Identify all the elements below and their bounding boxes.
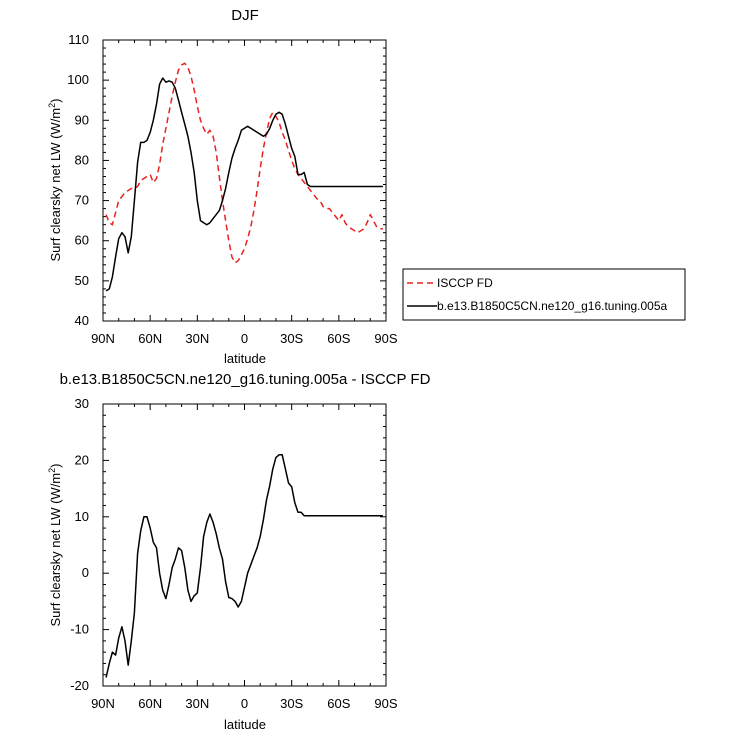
bottom-chart-y-tick-label: 10 (75, 509, 89, 524)
bottom-chart-y-tick-label: -20 (70, 678, 89, 693)
top-chart-y-tick-label: 40 (75, 313, 89, 328)
top-chart-y-tick-label: 80 (75, 152, 89, 167)
bottom-chart: b.e13.B1850C5CN.ne120_g16.tuning.005a - … (47, 371, 431, 732)
bottom-chart-x-tick-label: 30S (280, 696, 303, 711)
bottom-chart-y-axis-label: Surf clearsky net LW (W/m2) (47, 464, 63, 627)
top-chart-x-ticks: 90N 60N 30N 0 30S 60S 90S (91, 40, 398, 346)
top-chart-x-tick-label: 30N (185, 331, 209, 346)
top-chart-series-line-0 (105, 62, 383, 264)
bottom-chart-y-tick-label: 0 (82, 565, 89, 580)
top-chart-x-tick-label: 90S (374, 331, 397, 346)
bottom-chart-series (105, 454, 383, 678)
bottom-chart-x-tick-label: 60N (138, 696, 162, 711)
bottom-chart-y-tick-label: 20 (75, 452, 89, 467)
legend-box (402, 268, 686, 321)
bottom-chart-x-tick-label: 90N (91, 696, 115, 711)
top-chart-y-tick-label: 50 (75, 273, 89, 288)
bottom-chart-title: b.e13.B1850C5CN.ne120_g16.tuning.005a - … (60, 371, 431, 388)
bottom-chart-y-tick-label: 30 (75, 396, 89, 411)
top-chart-series (105, 62, 383, 292)
top-chart-x-axis-label: latitude (224, 351, 266, 366)
top-chart-frame (102, 39, 387, 322)
bottom-chart-x-tick-label: 0 (241, 696, 248, 711)
top-chart-y-tick-label: 60 (75, 233, 89, 248)
top-chart-y-tick-label: 100 (67, 72, 89, 87)
top-chart-x-tick-label: 90N (91, 331, 115, 346)
legend-label-model: b.e13.B1850C5CN.ne120_g16.tuning.005a (437, 299, 668, 313)
bottom-chart-y-axis-label-sup: 2 (47, 468, 57, 473)
bottom-chart-frame (102, 403, 387, 687)
top-chart-x-tick-label: 60S (327, 331, 350, 346)
top-chart-y-axis-label-sup: 2 (47, 103, 57, 108)
bottom-chart-x-tick-label: 90S (374, 696, 397, 711)
top-chart-y-ticks: 40 50 60 70 80 90 100 110 (67, 32, 386, 328)
top-chart-y-axis-label: Surf clearsky net LW (W/m2) (47, 99, 63, 262)
top-chart-x-tick-label: 60N (138, 331, 162, 346)
bottom-chart-y-axis-label-end: ) (48, 464, 63, 468)
bottom-chart-y-axis-label-main: Surf clearsky net LW (W/m (48, 473, 63, 627)
top-chart-series-line-1 (105, 77, 383, 292)
top-chart-y-tick-label: 110 (68, 32, 89, 47)
bottom-chart-y-tick-label: -10 (70, 622, 89, 637)
bottom-chart-x-tick-label: 60S (327, 696, 350, 711)
bottom-chart-x-axis-label: latitude (224, 717, 266, 732)
top-chart-title: DJF (231, 7, 259, 24)
legend-label-isccp: ISCCP FD (437, 276, 493, 290)
top-chart-y-axis-label-main: Surf clearsky net LW (W/m (48, 108, 63, 262)
top-chart-x-tick-label: 0 (241, 331, 248, 346)
bottom-chart-x-tick-label: 30N (185, 696, 209, 711)
top-chart-y-tick-label: 90 (75, 112, 89, 127)
top-chart-x-tick-label: 30S (280, 331, 303, 346)
top-chart-y-tick-label: 70 (75, 193, 89, 208)
bottom-chart-series-line-0 (105, 454, 383, 678)
bottom-chart-x-ticks: 90N 60N 30N 0 30S 60S 90S (91, 404, 398, 711)
bottom-chart-y-ticks: -20 -10 0 10 20 30 (70, 396, 386, 693)
top-chart-y-axis-label-end: ) (48, 99, 63, 103)
legend: ISCCP FD b.e13.B1850C5CN.ne120_g16.tunin… (402, 268, 686, 321)
